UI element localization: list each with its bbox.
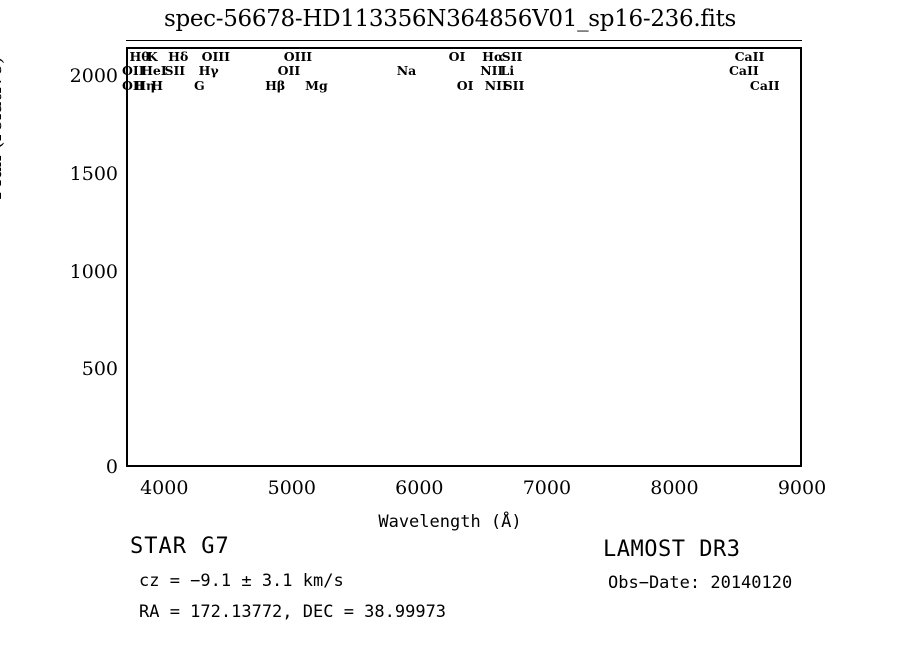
x-tick-label: 5000 bbox=[267, 477, 316, 499]
x-axis-title: Wavelength (Å) bbox=[378, 512, 522, 532]
plot-frame bbox=[126, 47, 802, 467]
plot-area: Hθ K Hδ OIII OIII OI Hα SII CaII OII HeI SII Hγ OII Na… bbox=[122, 47, 802, 467]
spectral-line-label: NII bbox=[480, 63, 504, 78]
y-tick-label: 1500 bbox=[69, 162, 118, 185]
spectral-line-label: Hγ bbox=[198, 63, 219, 78]
object-type-label: STAR G7 bbox=[130, 534, 230, 559]
spectral-line-label: H bbox=[151, 78, 163, 93]
spectral-line-label: SII bbox=[503, 78, 525, 93]
spectral-line-label: OII bbox=[277, 63, 301, 78]
spectral-line-label: CaII bbox=[728, 63, 759, 78]
spectral-line-label: NII bbox=[484, 78, 508, 93]
spectral-line-label: G bbox=[194, 78, 205, 93]
spectral-line-label: SII bbox=[164, 63, 186, 78]
spectral-line-label: K bbox=[146, 49, 158, 64]
spectral-line-label: OII bbox=[122, 78, 145, 93]
y-tick-label: 500 bbox=[81, 358, 118, 381]
title-divider bbox=[126, 40, 802, 41]
spectral-line-label: Hδ bbox=[168, 49, 189, 64]
spectral-line-label: Na bbox=[396, 63, 417, 78]
spectral-line-label: OII bbox=[122, 63, 145, 78]
spectral-line-label: CaII bbox=[749, 78, 780, 93]
spectral-line-label: Hα bbox=[482, 49, 504, 64]
x-tick-label: 7000 bbox=[522, 477, 572, 499]
survey-label: LAMOST DR3 bbox=[603, 537, 741, 562]
redshift-velocity-label: cz = −9.1 ± 3.1 km/s bbox=[139, 571, 344, 591]
spectral-line-label: CaII bbox=[734, 49, 765, 64]
x-tick-label: 6000 bbox=[395, 477, 444, 499]
x-tick-label: 9000 bbox=[777, 477, 827, 499]
spectral-line-label: Mg bbox=[305, 78, 328, 93]
spectral-line-label: OIII bbox=[283, 49, 313, 64]
spectral-line-label: Hβ bbox=[265, 78, 286, 93]
spectral-line-label: SII bbox=[501, 49, 523, 64]
spectral-line-label: HeI bbox=[141, 63, 167, 78]
y-tick-label: 0 bbox=[105, 456, 118, 478]
spectral-line-label: OI bbox=[456, 78, 474, 93]
x-tick-label: 4000 bbox=[140, 477, 189, 499]
coordinates-label: RA = 172.13772, DEC = 38.99973 bbox=[139, 602, 447, 622]
y-tick-label: 2000 bbox=[69, 65, 118, 88]
spectral-line-label: Hη bbox=[134, 78, 156, 93]
spectral-line-label: Li bbox=[500, 63, 515, 78]
y-axis-title: Flux (relative) bbox=[0, 56, 6, 200]
observation-date-label: Obs−Date: 20140120 bbox=[608, 573, 793, 593]
spectral-line-label: OIII bbox=[201, 49, 230, 64]
page-title: spec-56678-HD113356N364856V01_sp16-236.f… bbox=[163, 6, 737, 32]
y-tick-label: 1000 bbox=[69, 260, 118, 283]
spectral-line-label: Hθ bbox=[129, 49, 150, 64]
x-tick-label: 8000 bbox=[650, 477, 699, 499]
spectral-line-label: OI bbox=[448, 49, 466, 64]
